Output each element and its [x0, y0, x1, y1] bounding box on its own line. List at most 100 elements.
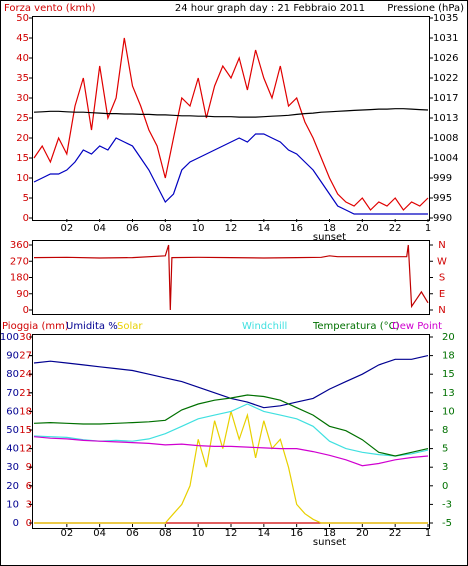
y2-tick-label: N	[438, 240, 445, 251]
y3-tick-label: 27	[19, 351, 32, 362]
series-line	[33, 133, 428, 215]
series-line	[33, 244, 429, 311]
y2-axis-title: Pressione (hPa)	[387, 3, 464, 14]
x-tick-label: 18	[323, 223, 336, 234]
y3-tick-label: 3	[26, 499, 32, 510]
y3-tick-label: 24	[19, 369, 32, 380]
y2-tick-label: 1035	[433, 13, 458, 24]
y-tick-label: 100	[0, 332, 19, 343]
y2-tick-label: 3	[442, 462, 448, 473]
y2-tick-label: 1008	[433, 133, 458, 144]
series-line	[33, 436, 429, 467]
x-tick-label: 22	[389, 528, 402, 539]
y2-tick-label: 1004	[433, 153, 458, 164]
chart-title: 24 hour graph day : 21 Febbraio 2011	[175, 3, 365, 14]
series-line	[33, 108, 429, 118]
x-tick-label: 1	[425, 528, 431, 539]
series-line	[33, 403, 429, 457]
y-tick-label: 20	[16, 133, 29, 144]
x-tick-label: 14	[257, 223, 270, 234]
y-tick-label: 90	[16, 289, 29, 300]
x-tick-label: 10	[192, 223, 205, 234]
y2-tick-label: -3	[442, 499, 452, 510]
y-tick-label: 180	[10, 273, 29, 284]
y-axis-title: Forza vento (kmh)	[4, 3, 96, 14]
y-tick-label: 0	[13, 518, 19, 529]
y-tick-label: 15	[16, 153, 29, 164]
y2-tick-label: E	[439, 289, 445, 300]
y-tick-label: 30	[16, 93, 29, 104]
y2-tick-label: 13	[442, 388, 455, 399]
y-tick-label: 35	[16, 73, 29, 84]
legend-entry: Dew Point	[392, 321, 442, 332]
x-tick-label: 02	[60, 528, 73, 539]
annotation: sunset	[313, 232, 346, 243]
y-tick-label: 270	[10, 256, 29, 267]
x-tick-label: 14	[257, 528, 270, 539]
y-tick-label: 20	[6, 481, 19, 492]
y-tick-label: 30	[6, 462, 19, 473]
y-tick-label: 50	[16, 13, 29, 24]
x-tick-label: 06	[126, 528, 139, 539]
series-line	[34, 411, 428, 524]
y3-tick-label: 18	[19, 406, 32, 417]
x-tick-label: 04	[93, 223, 106, 234]
x-tick-label: 10	[192, 528, 205, 539]
y-tick-label: 60	[6, 406, 19, 417]
y-tick-label: 25	[16, 113, 29, 124]
y2-tick-label: S	[439, 273, 445, 284]
y-tick-label: 40	[6, 444, 19, 455]
series-line	[33, 37, 429, 211]
y3-tick-label: 0	[26, 518, 32, 529]
x-tick-label: 20	[356, 223, 369, 234]
y2-tick-label: 20	[442, 332, 455, 343]
y-tick-label: 70	[6, 388, 19, 399]
y2-tick-label: 5	[442, 444, 448, 455]
legend-entry: Temperatura (°C)	[312, 321, 400, 332]
y2-tick-label: 1013	[433, 113, 458, 124]
x-tick-label: 02	[60, 223, 73, 234]
x-tick-label: 08	[159, 223, 172, 234]
legend-entry: Solar	[117, 321, 143, 332]
x-tick-label: 12	[225, 223, 238, 234]
x-tick-label: 16	[290, 528, 303, 539]
y3-tick-label: 6	[26, 481, 32, 492]
panel-frame	[32, 334, 430, 529]
legend-entry: Windchill	[242, 321, 287, 332]
y2-tick-label: 15	[442, 369, 455, 380]
y-tick-label: 0	[23, 213, 29, 224]
legend-entry: Pioggia (mm)	[2, 321, 69, 332]
x-tick-label: 06	[126, 223, 139, 234]
y-tick-label: 10	[6, 499, 19, 510]
y-tick-label: 10	[16, 173, 29, 184]
y3-tick-label: 9	[26, 462, 32, 473]
series-line	[33, 394, 429, 457]
y-tick-label: 90	[6, 351, 19, 362]
x-tick-label: 20	[356, 528, 369, 539]
y-tick-label: 80	[6, 369, 19, 380]
y-tick-label: 45	[16, 33, 29, 44]
y2-tick-label: 8	[442, 425, 448, 436]
y2-tick-label: N	[438, 305, 445, 316]
series-line	[33, 355, 429, 409]
annotation: sunset	[313, 537, 346, 548]
x-tick-label: 12	[225, 528, 238, 539]
y2-tick-label: 0	[442, 481, 448, 492]
y2-tick-label: -5	[442, 518, 452, 529]
y3-tick-label: 30	[19, 332, 32, 343]
y2-tick-label: 18	[442, 351, 455, 362]
y2-tick-label: 1031	[433, 33, 458, 44]
y3-tick-label: 15	[19, 425, 32, 436]
y2-tick-label: 10	[442, 406, 455, 417]
y2-tick-label: 1026	[433, 53, 458, 64]
x-tick-label: 08	[159, 528, 172, 539]
y-tick-label: 0	[23, 305, 29, 316]
panel-frame	[32, 16, 430, 221]
y2-tick-label: 1017	[433, 93, 458, 104]
legend-entry: Umidita %	[66, 321, 118, 332]
y2-tick-label: W	[437, 256, 447, 267]
x-tick-label: 16	[290, 223, 303, 234]
y-tick-label: 50	[6, 425, 19, 436]
